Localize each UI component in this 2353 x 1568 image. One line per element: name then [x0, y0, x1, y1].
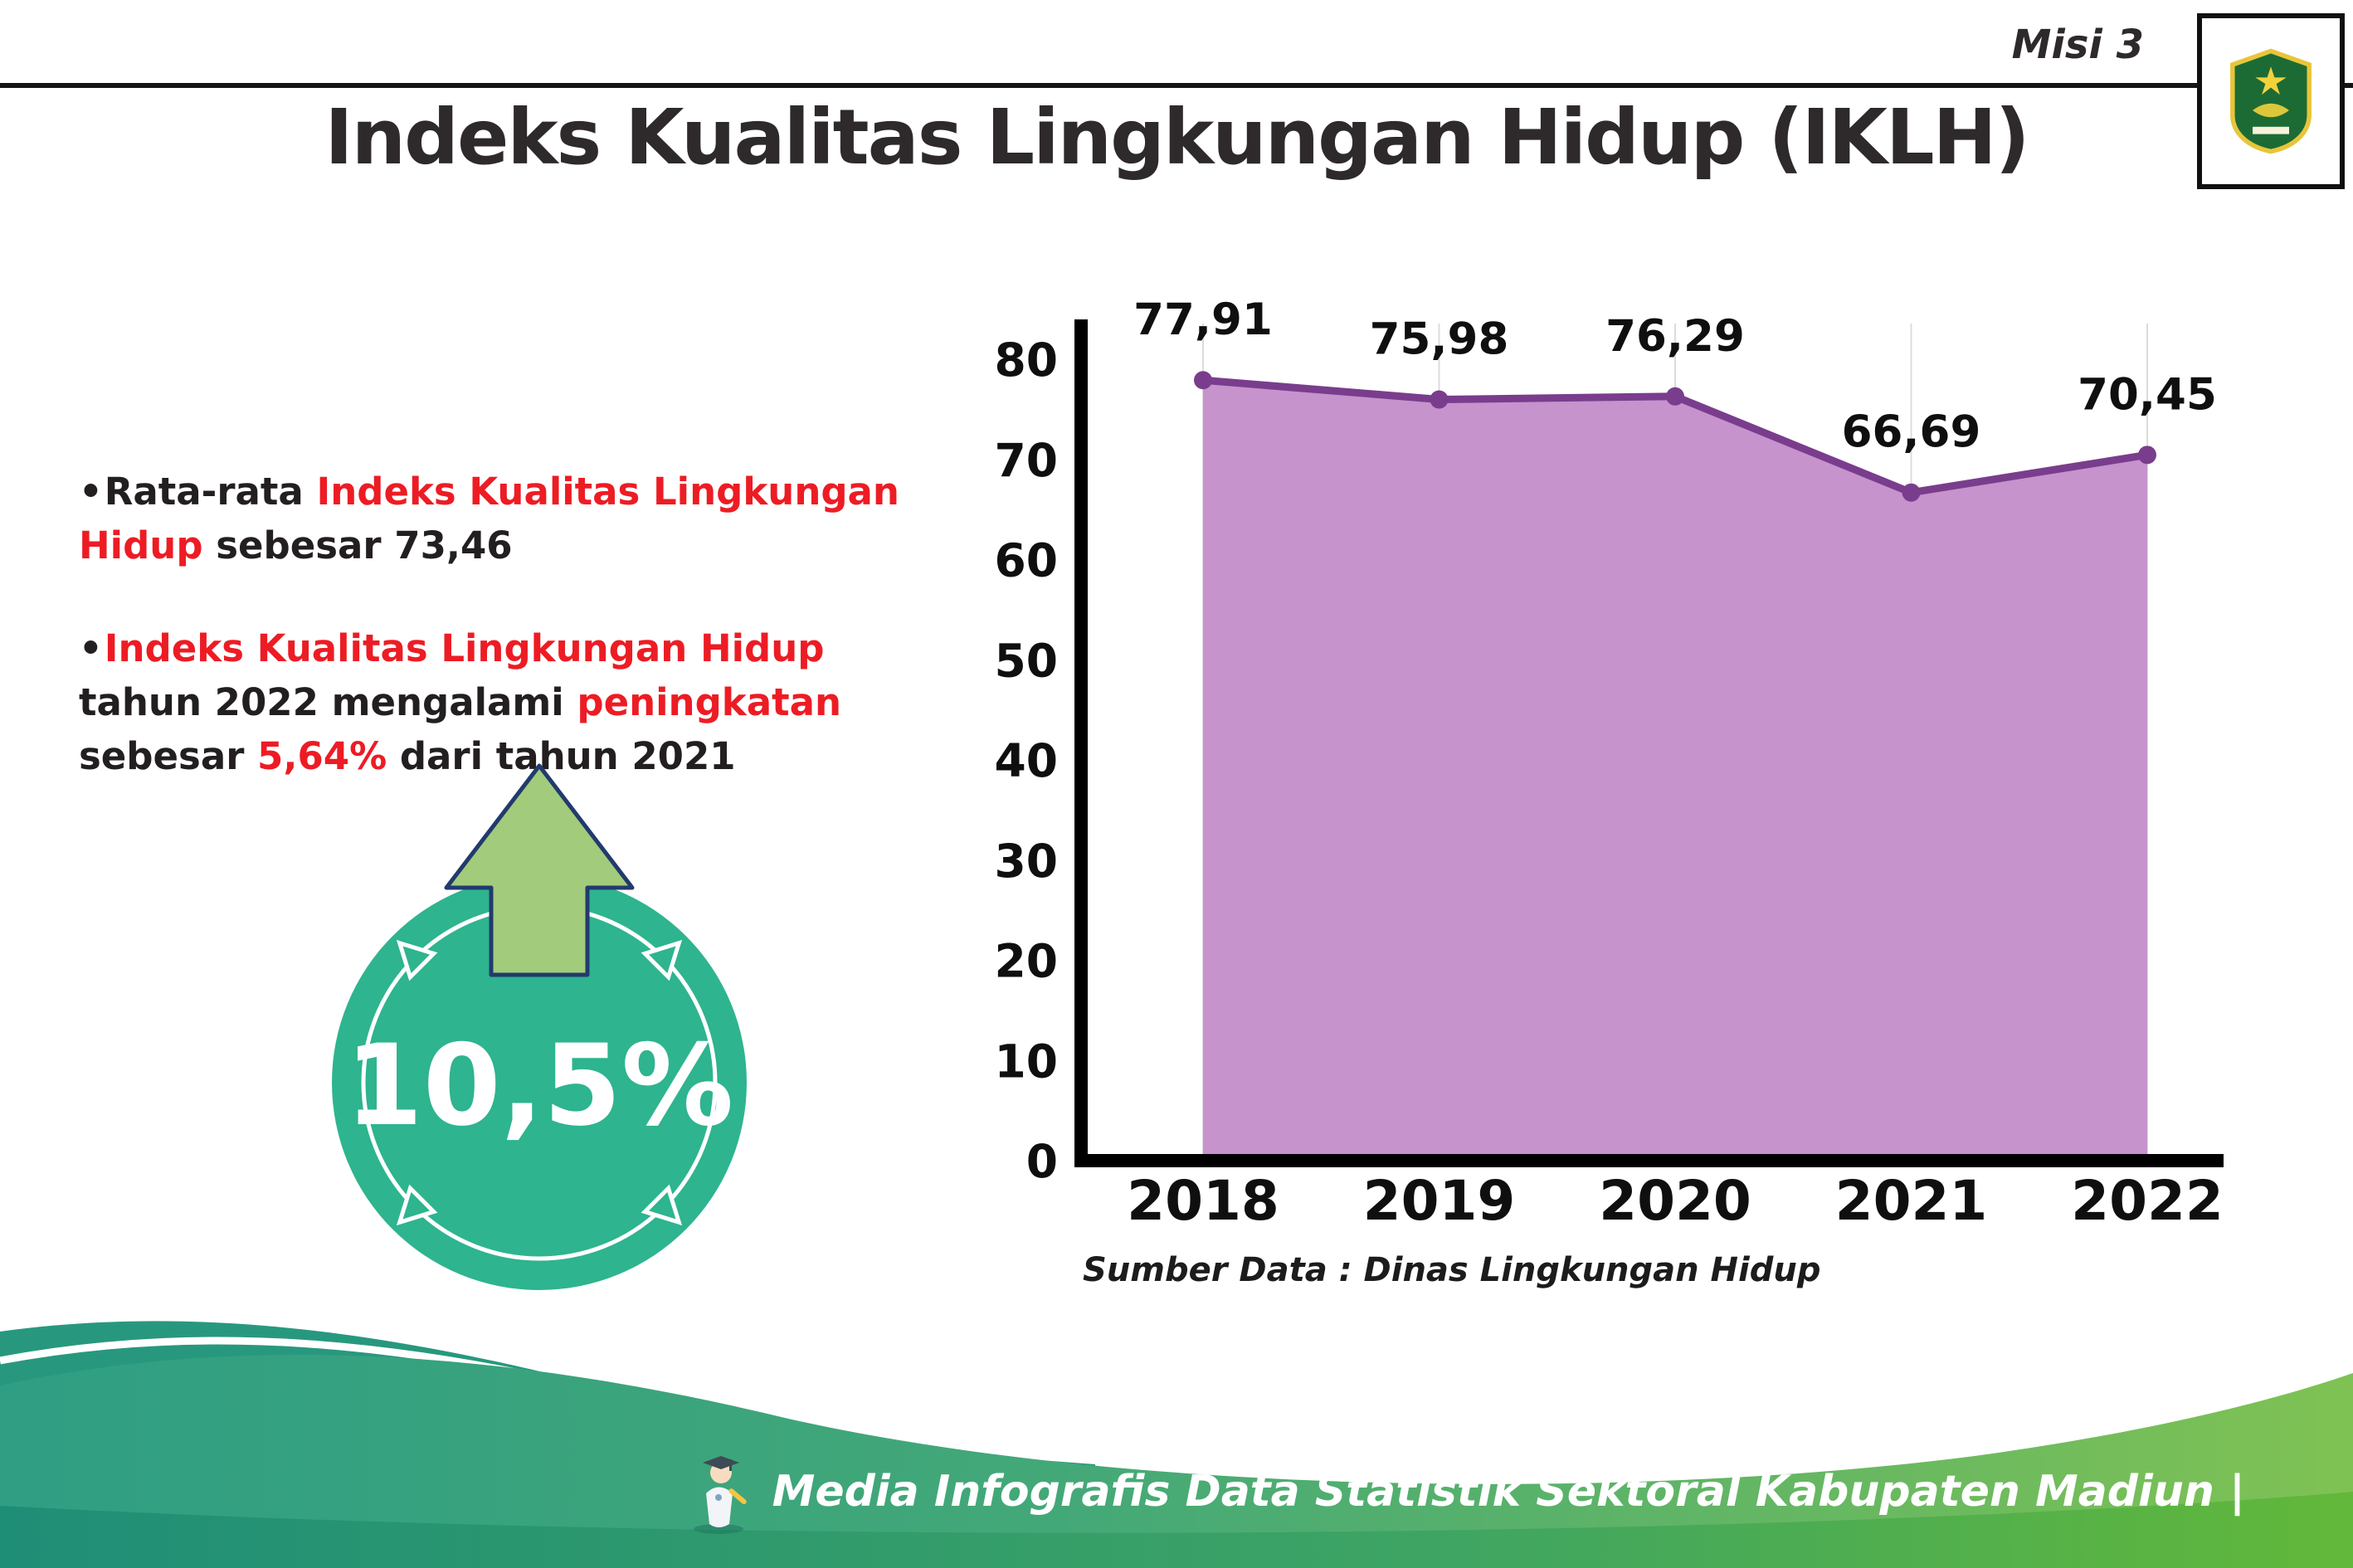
note-segment: Indeks Kualitas Lingkungan Hidup — [104, 626, 825, 670]
svg-text:40: 40 — [994, 734, 1058, 787]
note-increase-2022: •Indeks Kualitas Lingkungan Hidup tahun … — [79, 621, 925, 784]
increase-badge: 10,5% — [332, 763, 747, 1290]
svg-text:2019: 2019 — [1363, 1169, 1516, 1233]
bullet-marker: • — [79, 626, 103, 670]
svg-text:77,91: 77,91 — [1133, 295, 1273, 345]
footer-credit: Media Infografis Data Statistik Sektoral… — [681, 1448, 2245, 1535]
data-source-note: Sumber Data : Dinas Lingkungan Hidup — [1083, 1251, 1821, 1289]
note-segment: dari tahun 2021 — [387, 734, 736, 778]
note-segment: tahun 2022 mengalami — [79, 679, 577, 724]
svg-text:66,69: 66,69 — [1842, 407, 1981, 458]
svg-text:0: 0 — [1026, 1135, 1058, 1188]
svg-text:75,98: 75,98 — [1370, 314, 1509, 365]
svg-text:2021: 2021 — [1835, 1169, 1988, 1233]
kabupaten-madiun-logo — [2197, 13, 2345, 189]
note-segment: peningkatan — [577, 679, 842, 724]
footer-text: Media Infografis Data Statistik Sektoral… — [772, 1466, 2245, 1517]
note-segment: Indeks Kualitas Lingkungan Hidup — [79, 470, 899, 568]
svg-text:2020: 2020 — [1599, 1169, 1751, 1233]
note-segment: sebesar — [79, 734, 258, 778]
note-segment: Rata-rata — [104, 470, 317, 514]
svg-text:2018: 2018 — [1127, 1169, 1279, 1233]
ring-tick-triangles — [396, 939, 683, 1226]
footer-wave-decoration — [0, 1321, 2353, 1568]
note-segment: 5,64% — [257, 734, 387, 778]
svg-text:80: 80 — [994, 334, 1058, 387]
bullet-marker: • — [79, 470, 103, 514]
note-average-iklh: •Rata-rata Indeks Kualitas Lingkungan Hi… — [79, 465, 925, 573]
svg-text:70,45: 70,45 — [2078, 369, 2217, 420]
svg-text:30: 30 — [994, 835, 1058, 888]
shield-crest-icon — [2230, 48, 2312, 154]
header-divider — [0, 83, 2353, 88]
note-text: Rata-rata Indeks Kualitas Lingkungan Hid… — [79, 470, 899, 567]
badge-circle — [332, 875, 747, 1290]
svg-text:76,29: 76,29 — [1605, 311, 1745, 362]
note-segment: sebesar 73,46 — [202, 523, 513, 568]
svg-text:20: 20 — [994, 935, 1058, 988]
svg-text:10: 10 — [994, 1035, 1058, 1088]
svg-text:60: 60 — [994, 534, 1058, 587]
svg-text:2022: 2022 — [2071, 1169, 2224, 1233]
iklh-chart-area: 0 10 20 30 40 50 60 70 80 2018 2019 2020 2021 2022 77,… — [954, 274, 2248, 1306]
svg-text:50: 50 — [994, 634, 1058, 687]
badge-percentage: 10,5% — [345, 1020, 733, 1151]
up-arrow-icon — [444, 763, 635, 977]
svg-text:70: 70 — [994, 434, 1058, 487]
note-text: Indeks Kualitas Lingkungan Hidup tahun 2… — [79, 626, 841, 779]
notes-list: •Rata-rata Indeks Kualitas Lingkungan Hi… — [79, 465, 925, 831]
mascot-icon — [693, 1456, 747, 1534]
misi-label: Misi 3 — [2011, 22, 2144, 68]
iklh-area-chart: 0 10 20 30 40 50 60 70 80 2018 2019 2020 2021 2022 77,… — [994, 295, 2224, 1233]
page-title: Indeks Kualitas Lingkungan Hidup (IKLH) — [324, 93, 2029, 182]
